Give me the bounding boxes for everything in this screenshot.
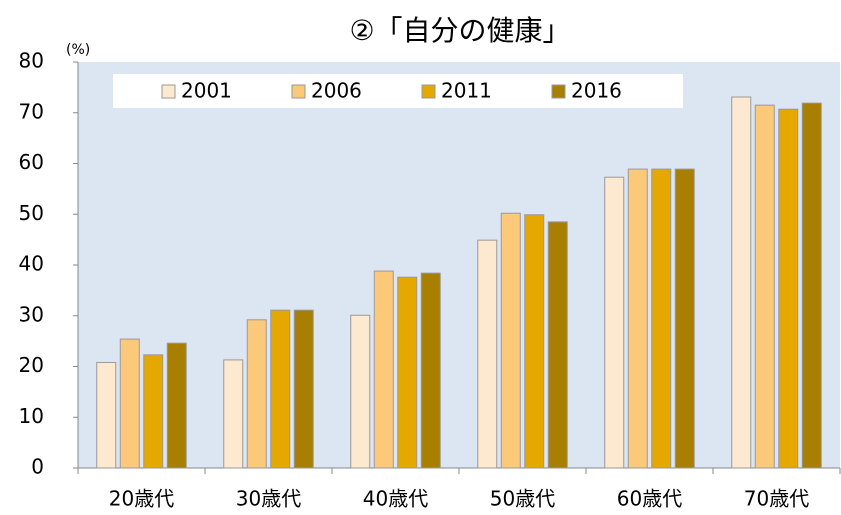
legend-label: 2006 [311,79,362,103]
legend [113,74,683,108]
bar [397,276,418,469]
bar [373,270,394,469]
bar [96,361,117,469]
y-tick-label: 60 [19,150,44,174]
bar [350,314,371,469]
bar [293,309,314,469]
bar [477,239,498,469]
x-tick-label: 60歳代 [617,487,682,511]
bar [674,168,695,469]
chart-title: ②「自分の健康」 [349,14,570,47]
bar [143,354,164,469]
y-tick-label: 80 [19,49,44,73]
bar [166,342,187,469]
x-tick-label: 20歳代 [109,487,174,511]
bar [651,168,672,469]
bar [731,96,752,469]
bar [246,319,267,469]
x-tick-label: 50歳代 [490,487,555,511]
y-tick-label: 50 [19,201,44,225]
bar [119,338,140,469]
legend-label: 2016 [571,79,622,103]
legend-swatch [291,84,306,99]
bar [223,359,244,469]
y-tick-label: 30 [19,302,44,326]
bar [627,168,648,469]
y-unit: (%) [66,42,90,58]
x-tick-label: 70歳代 [744,487,809,511]
bar [500,212,521,469]
x-tick-label: 40歳代 [363,487,428,511]
bar [270,309,291,469]
bar [604,176,625,469]
bar [754,104,775,469]
legend-label: 2011 [441,79,492,103]
bar [801,102,822,469]
y-tick-label: 70 [19,99,44,123]
y-tick-label: 40 [19,252,44,276]
y-tick-label: 10 [19,404,44,428]
y-tick-label: 0 [31,455,44,479]
bar [778,108,799,469]
plot-area [78,62,840,468]
legend-swatch [551,84,566,99]
x-tick-label: 30歳代 [236,487,301,511]
y-tick-label: 20 [19,353,44,377]
bar [420,272,441,469]
legend-label: 2001 [181,79,232,103]
legend-swatch [421,84,436,99]
bar [524,214,545,469]
legend-swatch [161,84,176,99]
bar [547,221,568,469]
